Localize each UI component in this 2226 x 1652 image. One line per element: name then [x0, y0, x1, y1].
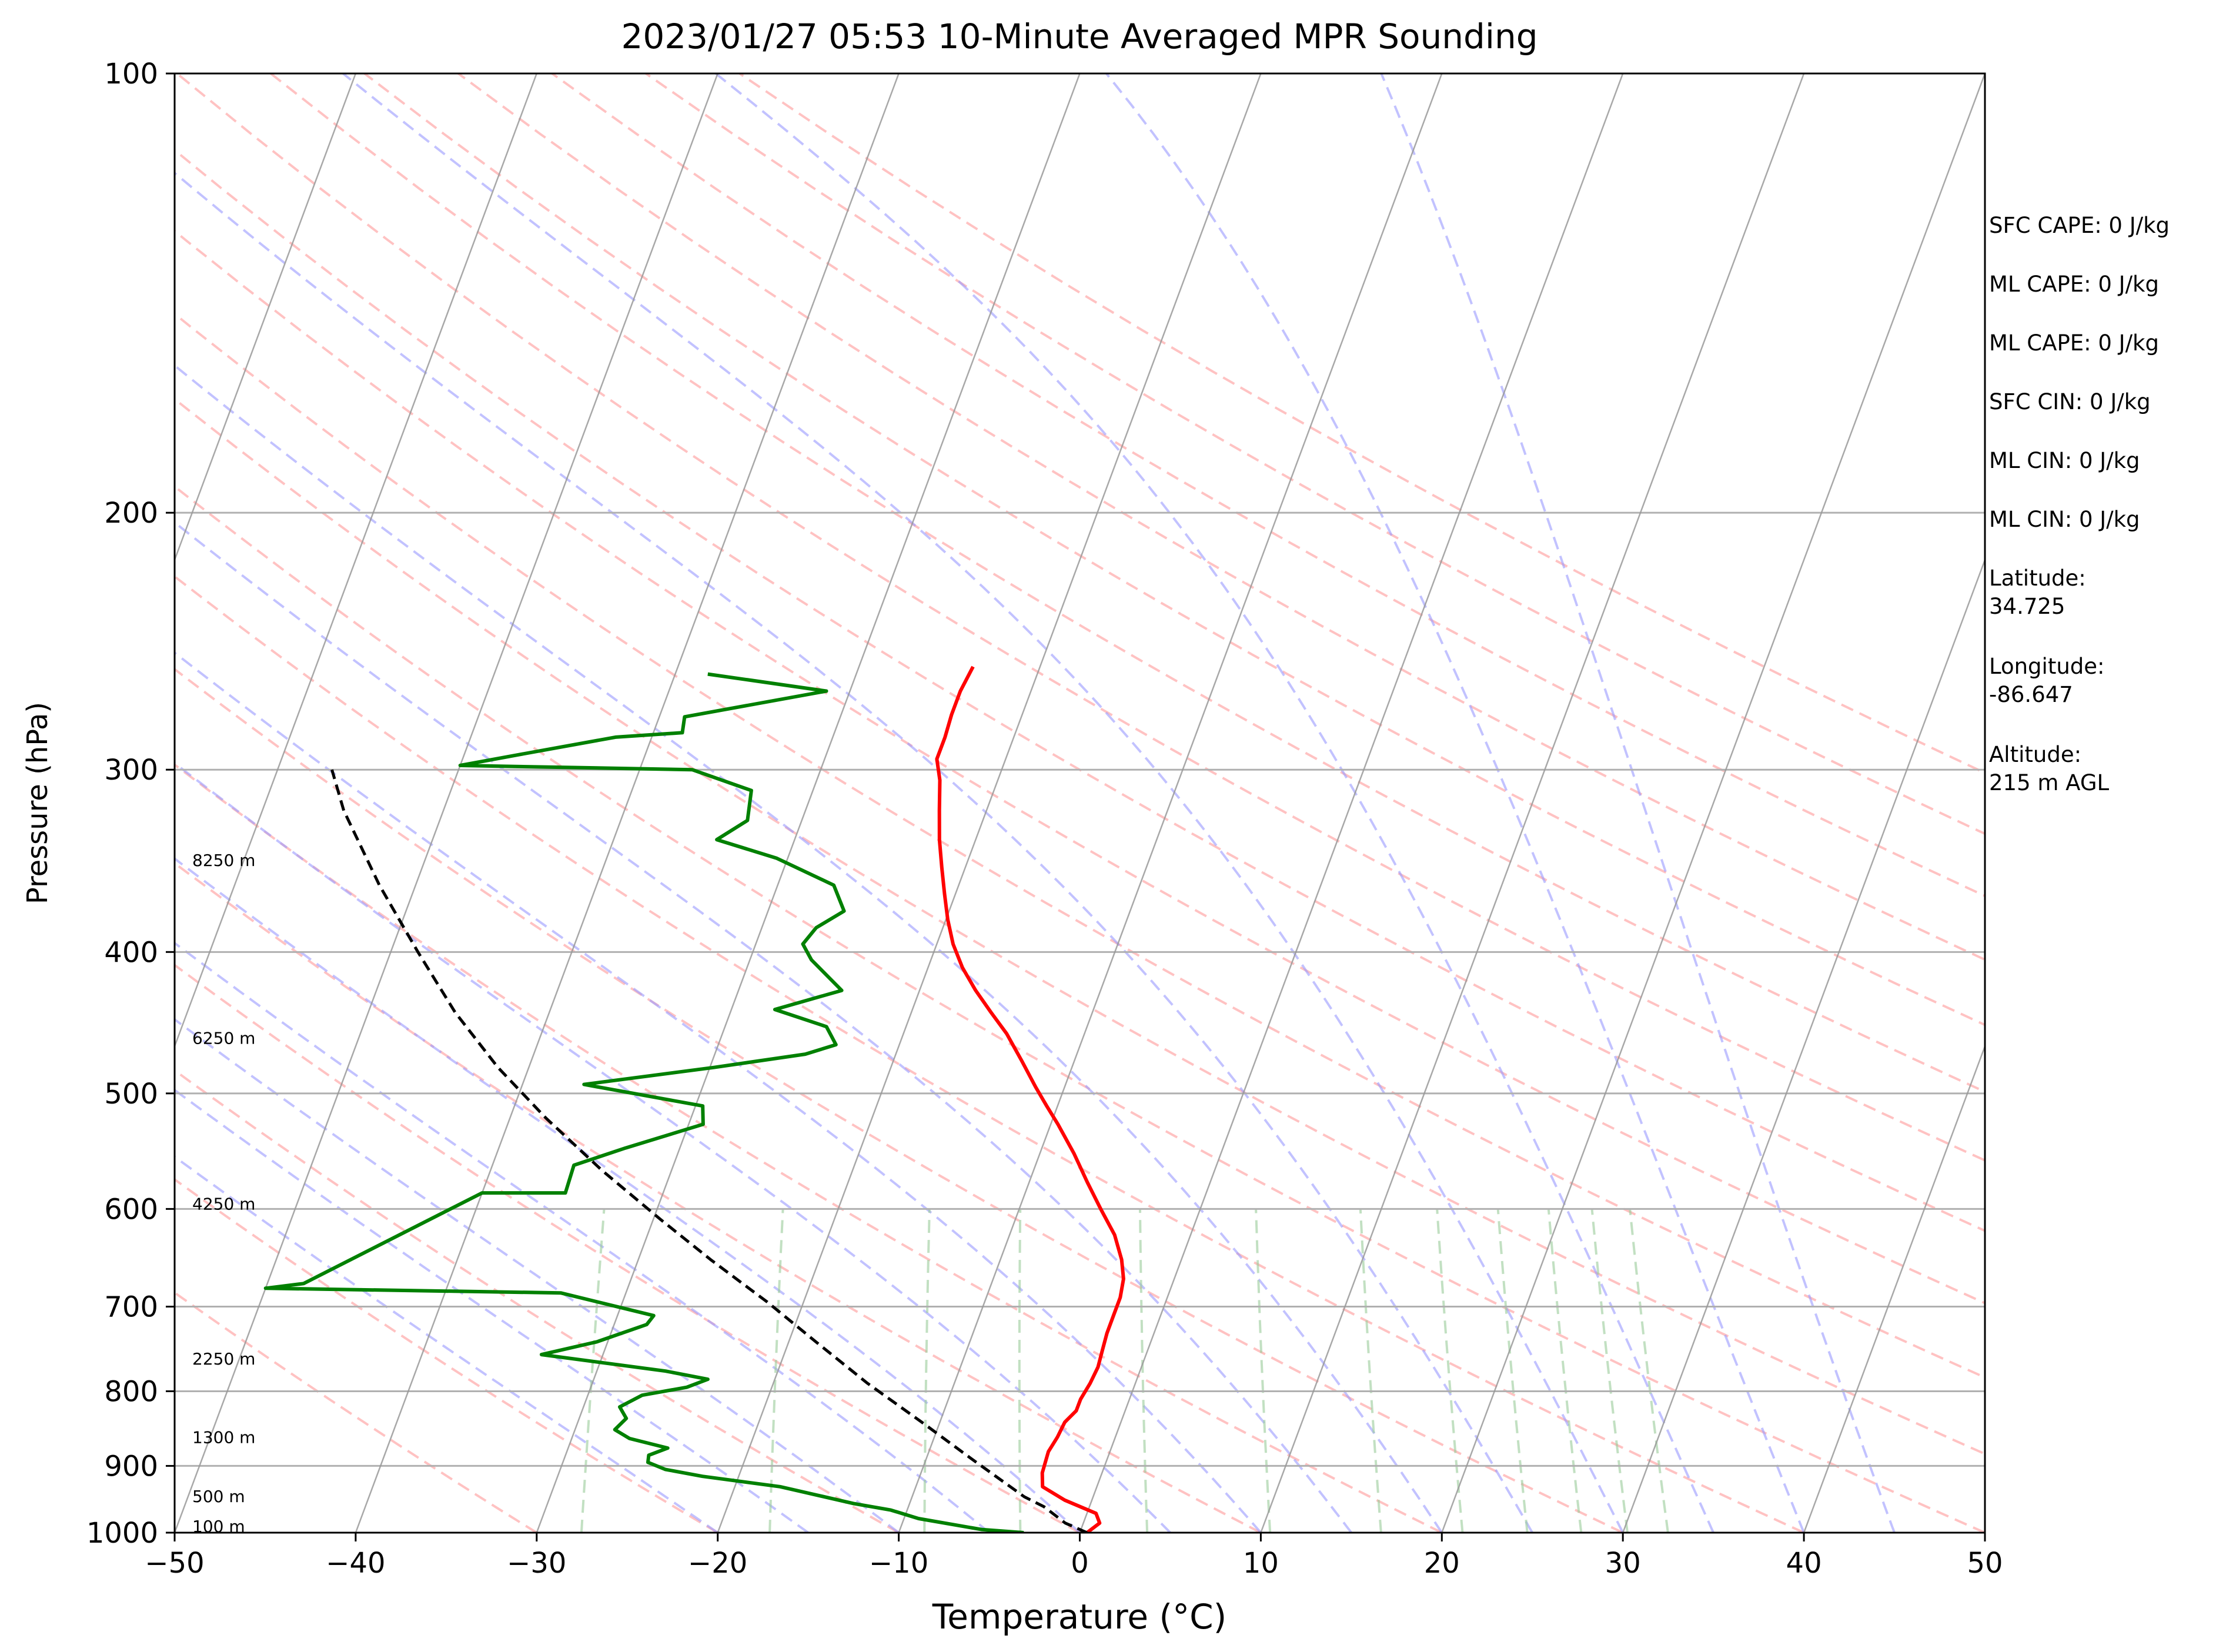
x-tick-label: −50 [145, 1547, 204, 1580]
dry-adiabat-line [175, 148, 1985, 1232]
moist-adiabat-line [1105, 73, 1805, 1533]
height-label: 4250 m [192, 1194, 255, 1213]
ml-cin-text: ML CIN: 0 J/kg [1989, 448, 2140, 473]
x-tick-label: 50 [1967, 1547, 2003, 1580]
dry-adiabat-line [738, 73, 1985, 774]
dry-adiabat-line [175, 861, 1262, 1533]
mixing-ratio-line [1590, 1209, 1629, 1533]
dry-adiabat-line [363, 73, 1985, 1026]
isotherm-line [175, 73, 718, 1533]
isotherm-line [1441, 73, 1985, 1533]
moist-adiabat-line [175, 857, 1081, 1533]
dry-adiabat-line [645, 73, 1985, 835]
sfc-cin-text: SFC CIN: 0 J/kg [1989, 389, 2151, 414]
x-tick-label: 30 [1605, 1547, 1641, 1580]
dry-adiabat-line [175, 1291, 537, 1533]
moist-adiabat-line [175, 171, 1534, 1533]
height-label: 6250 m [192, 1028, 255, 1048]
isotherm-line [536, 73, 1081, 1533]
x-tick-label: −10 [869, 1547, 928, 1580]
isotherm-line [717, 73, 1262, 1533]
dry-adiabat-line [175, 575, 1804, 1533]
parcel-profile-line [330, 769, 1088, 1533]
dry-adiabat-line [175, 485, 1985, 1533]
height-label: 8250 m [192, 851, 255, 870]
mixing-ratio-line [1018, 1209, 1022, 1533]
mixing-ratio-line [1255, 1209, 1272, 1533]
isotherm-line [175, 73, 357, 562]
chart-title: 2023/01/27 05:53 10-Minute Averaged MPR … [621, 16, 1538, 56]
x-axis-label: Temperature (°C) [932, 1597, 1227, 1637]
moist-adiabat-line [1380, 73, 1896, 1533]
y-tick-label: 400 [104, 936, 158, 969]
latitude-block: Latitude: 34.725 [1989, 564, 2218, 653]
dry-adiabat-line [175, 312, 1985, 1379]
x-tick-label: 20 [1424, 1547, 1460, 1580]
moist-adiabat-line [342, 73, 1624, 1533]
y-tick-label: 200 [104, 497, 158, 530]
height-label: 500 m [192, 1487, 245, 1506]
altitude-block: Altitude: 215 m AGL [1989, 741, 2218, 829]
x-tick-label: −40 [326, 1547, 385, 1580]
dewpoint-profile-line [263, 672, 1024, 1533]
altitude-value: 215 m AGL [1989, 770, 2110, 795]
y-tick-label: 1000 [86, 1517, 158, 1550]
moist-adiabat-line [175, 941, 990, 1533]
moist-adiabat-line [175, 651, 1262, 1533]
mixing-ratio-line [580, 1209, 606, 1533]
isotherm-line [355, 73, 900, 1533]
height-label: 2250 m [192, 1349, 255, 1369]
moist-adiabat-line [175, 521, 1352, 1533]
x-tick-label: −30 [507, 1547, 566, 1580]
isotherm-line [1079, 73, 1624, 1533]
dry-adiabat-line [551, 73, 1985, 898]
latitude-value: 34.725 [1989, 594, 2065, 619]
moist-adiabat-line [715, 73, 1715, 1533]
x-tick-label: 40 [1786, 1547, 1822, 1580]
ml-cin-text-2: ML CIN: 0 J/kg [1989, 507, 2140, 532]
longitude-value: -86.647 [1989, 682, 2073, 707]
mixing-ratio-line [1436, 1209, 1464, 1533]
temperature-profile-line [935, 666, 1125, 1533]
isotherm-line [175, 73, 537, 1049]
y-tick-label: 100 [104, 58, 158, 91]
y-tick-label: 600 [104, 1193, 158, 1226]
y-tick-label: 900 [104, 1450, 158, 1483]
sfc-cape-text: SFC CAPE: 0 J/kg [1989, 213, 2170, 238]
dry-adiabat-line [176, 73, 1985, 1162]
dry-adiabat-line [175, 763, 1443, 1533]
dry-adiabat-line [175, 229, 1985, 1305]
latitude-label: Latitude: [1989, 566, 2086, 591]
x-tick-label: 10 [1243, 1547, 1279, 1580]
mixing-ratio-line [1139, 1209, 1149, 1533]
longitude-block: Longitude: -86.647 [1989, 653, 2218, 741]
isotherm-line [1622, 557, 1985, 1533]
longitude-label: Longitude: [1989, 654, 2105, 679]
altitude-label: Altitude: [1989, 742, 2082, 767]
ml-cape-text-2: ML CAPE: 0 J/kg [1989, 330, 2159, 356]
dry-adiabat-line [175, 964, 1081, 1533]
y-axis-label: Pressure (hPa) [21, 702, 54, 904]
dry-adiabat-line [270, 73, 1985, 1093]
sounding-stats: SFC CAPE: 0 J/kg ML CAPE: 0 J/kg ML CAPE… [1989, 212, 2218, 829]
y-tick-label: 300 [104, 754, 158, 787]
moist-adiabat-line [175, 761, 1171, 1533]
y-tick-label: 800 [104, 1375, 158, 1408]
y-tick-label: 500 [104, 1078, 158, 1111]
dry-adiabat-line [175, 397, 1985, 1456]
height-label: 1300 m [192, 1427, 255, 1447]
moist-adiabat-line [175, 1155, 718, 1533]
x-tick-label: 0 [1071, 1547, 1089, 1580]
ml-cape-text: ML CAPE: 0 J/kg [1989, 272, 2159, 297]
y-tick-label: 700 [104, 1291, 158, 1324]
dry-adiabat-line [175, 1069, 900, 1533]
isotherm-line [898, 73, 1443, 1533]
isotherm-line [1803, 1044, 1985, 1533]
dry-adiabat-line [457, 73, 1985, 961]
x-tick-label: −20 [688, 1547, 747, 1580]
moist-adiabat-line [175, 1088, 809, 1533]
isotherm-line [1260, 73, 1805, 1533]
moist-adiabat-line [175, 364, 1443, 1533]
